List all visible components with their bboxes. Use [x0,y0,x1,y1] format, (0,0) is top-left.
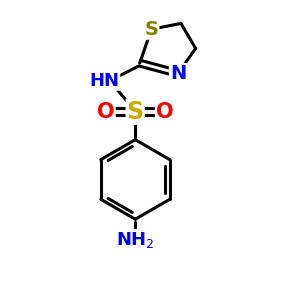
Text: NH$_2$: NH$_2$ [116,230,154,250]
Text: HN: HN [89,72,119,90]
Text: O: O [156,102,173,122]
Text: O: O [97,102,115,122]
Text: S: S [145,20,158,39]
Text: S: S [127,100,144,124]
Text: N: N [170,64,186,83]
